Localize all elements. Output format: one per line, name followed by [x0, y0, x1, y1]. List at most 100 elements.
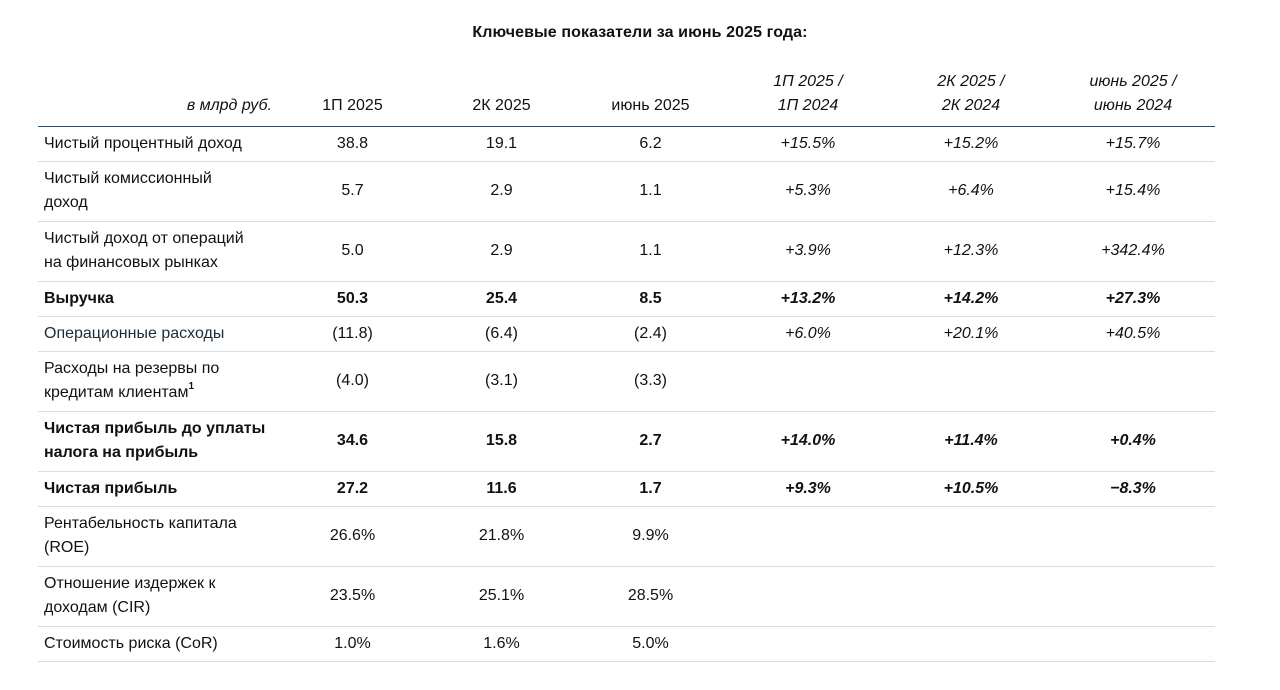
page-title: Ключевые показатели за июнь 2025 года: [472, 24, 808, 41]
cell-change: +27.3% [1105, 289, 1161, 307]
cell-change: +40.5% [1105, 324, 1161, 342]
cell-change: +342.4% [1101, 242, 1165, 259]
cell-change: +3.9% [785, 242, 831, 259]
table-row: Чистый процентный доход 38.8 19.1 6.2 +1… [38, 126, 1215, 161]
row-label-line: налога на прибыль [44, 444, 199, 461]
cell-value: (2.4) [634, 324, 667, 342]
cell-change: +9.3% [785, 479, 831, 497]
row-label: Расходы на резервы по кредитам клиентам1 [38, 351, 278, 411]
cell-change: +5.3% [785, 182, 831, 199]
table-row: Рентабельность капитала (ROE) 26.6% 21.8%… [38, 506, 1215, 566]
cell-value: (11.8) [332, 324, 373, 342]
cell-value: 50.3 [336, 289, 369, 307]
cell-change: +15.2% [943, 134, 999, 152]
row-label-line: Расходы на резервы по [44, 360, 220, 377]
row-label-line: на финансовых рынках [44, 254, 218, 271]
cell-change: +15.4% [1105, 182, 1161, 199]
cell-change [725, 506, 891, 566]
table-row: Расходы на резервы по кредитам клиентам1 … [38, 351, 1215, 411]
cell-value: 5.0 [341, 242, 364, 259]
row-label: Рентабельность капитала (ROE) [38, 506, 278, 566]
cell-value: 34.6 [336, 432, 369, 449]
cell-change [891, 351, 1051, 411]
cell-value: 23.5% [329, 587, 376, 604]
cell-value: 5.0% [632, 634, 669, 652]
table-row: Чистая прибыль 27.2 11.6 1.7 +9.3% +10.5… [38, 471, 1215, 506]
cell-change [1051, 566, 1215, 626]
row-label-line: доходам (CIR) [44, 599, 151, 616]
cell-change: +11.4% [944, 432, 998, 449]
row-label: Чистая прибыль [44, 479, 178, 497]
cell-change: +0.4% [1110, 432, 1156, 449]
row-label-line: (ROE) [44, 539, 90, 556]
cell-change [891, 626, 1051, 661]
cell-change: +13.2% [780, 289, 836, 307]
cell-change [725, 566, 891, 626]
cell-value: 6.2 [639, 134, 662, 152]
cell-change: +14.0% [780, 432, 836, 449]
table-header-row: в млрд руб. 1П 2025 2К 2025 июнь 2025 1П… [38, 66, 1215, 126]
cell-value: (3.3) [634, 372, 667, 389]
row-label: Выручка [44, 289, 114, 307]
cell-change [1051, 506, 1215, 566]
row-label: Чистый комиссионный доход [38, 161, 278, 221]
unit-label: в млрд руб. [186, 96, 272, 114]
cell-change: +6.0% [785, 324, 831, 342]
cell-change [1051, 351, 1215, 411]
row-label-line: Чистый комиссионный [44, 170, 212, 187]
row-label: Чистая прибыль до уплаты налога на прибыл… [38, 411, 278, 471]
table-row: Выручка 50.3 25.4 8.5 +13.2% +14.2% +27.… [38, 281, 1215, 316]
header-line: 1П 2024 [777, 96, 839, 114]
cell-value: 1.1 [639, 182, 662, 199]
row-label-line: Чистый доход от операций [44, 230, 244, 247]
column-header-june-2025: июнь 2025 [611, 96, 690, 114]
cell-value: 2.7 [639, 432, 662, 449]
table-row: Операционные расходы (11.8) (6.4) (2.4) … [38, 316, 1215, 351]
cell-value: 11.6 [486, 479, 517, 497]
cell-change: −8.3% [1110, 479, 1156, 497]
cell-change [725, 351, 891, 411]
table-row: Чистый комиссионный доход 5.7 2.9 1.1 +5.… [38, 161, 1215, 221]
cell-value: 1.0% [334, 634, 371, 652]
cell-value: 1.1 [639, 242, 662, 259]
cell-value: 21.8% [478, 527, 525, 544]
row-label-line: кредитам клиентам [44, 384, 189, 401]
column-header-1h-2025: 1П 2025 [322, 96, 383, 114]
cell-value: (4.0) [336, 372, 369, 389]
cell-value: 2.9 [490, 242, 513, 259]
row-label-line: Чистая прибыль до уплаты [44, 420, 266, 437]
cell-change: +15.7% [1105, 134, 1161, 152]
cell-value: 25.1% [478, 587, 525, 604]
row-label: Отношение издержек к доходам (CIR) [38, 566, 278, 626]
header-line: июнь 2024 [1093, 96, 1173, 114]
cell-value: (3.1) [485, 372, 518, 389]
table-row: Отношение издержек к доходам (CIR) 23.5% … [38, 566, 1215, 626]
header-line: июнь 2025 / [1089, 72, 1177, 90]
cell-value: 1.6% [483, 634, 520, 652]
column-header-june-yoy: июнь 2025 / июнь 2024 [1051, 66, 1215, 126]
header-line: 2К 2025 / [937, 72, 1005, 90]
key-metrics-table: в млрд руб. 1П 2025 2К 2025 июнь 2025 1П… [38, 66, 1215, 662]
cell-value: (6.4) [485, 324, 518, 342]
cell-change: +12.3% [943, 242, 999, 259]
column-header-1h-yoy: 1П 2025 / 1П 2024 [725, 66, 891, 126]
row-label: Чистый доход от операций на финансовых ры… [38, 221, 278, 281]
row-label-line: доход [44, 194, 88, 211]
cell-value: 28.5% [627, 587, 674, 604]
cell-change: +20.1% [943, 324, 999, 342]
header-line: 2К 2024 [941, 96, 1001, 114]
cell-value: 27.2 [336, 479, 369, 497]
cell-value: 1.7 [639, 479, 662, 497]
header-line: 1П 2025 / [773, 72, 843, 90]
cell-value: 5.7 [341, 182, 364, 199]
cell-change [1051, 626, 1215, 661]
table-row: Чистая прибыль до уплаты налога на прибыл… [38, 411, 1215, 471]
cell-change: +15.5% [780, 134, 836, 152]
cell-change: +6.4% [948, 182, 994, 199]
cell-value: 25.4 [485, 289, 518, 307]
row-label-line: Рентабельность капитала [44, 515, 237, 532]
cell-value: 19.1 [485, 134, 518, 152]
cell-change [891, 566, 1051, 626]
table-row: Чистый доход от операций на финансовых ры… [38, 221, 1215, 281]
cell-change: +10.5% [943, 479, 999, 497]
